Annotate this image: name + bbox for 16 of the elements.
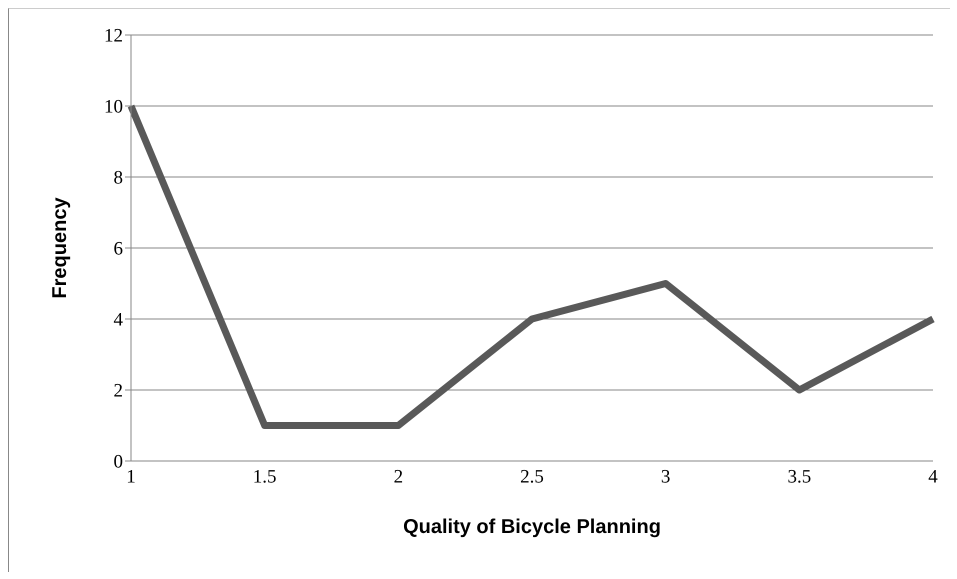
x-tick-label: 2 bbox=[394, 466, 404, 488]
y-tick-label: 10 bbox=[104, 96, 123, 118]
y-axis-title: Frequency bbox=[49, 196, 72, 299]
y-tick-label: 8 bbox=[114, 168, 123, 189]
y-tick-label: 4 bbox=[114, 310, 124, 331]
y-tick-label: 0 bbox=[114, 452, 123, 473]
x-tick-label: 2.5 bbox=[520, 466, 544, 488]
x-tick-label: 1.5 bbox=[252, 466, 277, 488]
x-tick-label: 3.5 bbox=[787, 466, 812, 488]
x-axis-title: Quality of Bicycle Planning bbox=[403, 516, 661, 538]
y-tick-label: 2 bbox=[114, 380, 123, 402]
y-tick-label: 6 bbox=[114, 238, 123, 260]
x-tick-label: 3 bbox=[660, 466, 670, 488]
x-tick-label: 1 bbox=[126, 466, 136, 488]
x-tick-label: 4 bbox=[928, 466, 938, 488]
y-tick-label: 12 bbox=[104, 26, 123, 47]
